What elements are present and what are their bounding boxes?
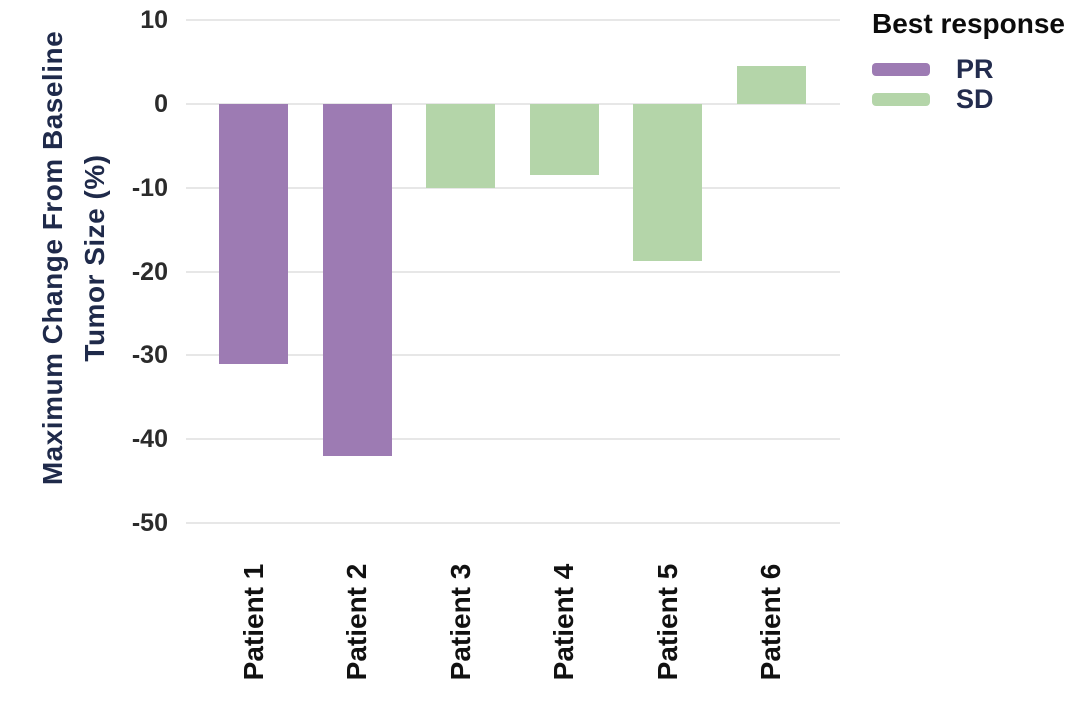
x-axis-label-patient-3: Patient 3: [444, 563, 476, 681]
y-tick-label--40: -40: [131, 425, 168, 454]
x-axis-label-patient-5: Patient 5: [651, 563, 683, 681]
bar-patient-5: [633, 103, 702, 261]
bar-patient-2: [322, 103, 392, 456]
legend: Best response PR SD: [872, 8, 1080, 114]
legend-swatch-pr: [872, 62, 930, 76]
gridline-y-10: [186, 19, 840, 21]
y-tick-label--50: -50: [131, 509, 168, 537]
gridline-y--10: [186, 186, 840, 189]
legend-item-pr: PR: [872, 54, 1080, 84]
gridline-y--50: [186, 522, 840, 524]
y-tick-label--20: -20: [131, 257, 168, 286]
x-axis-label-patient-6: Patient 6: [755, 563, 786, 681]
legend-title: Best response: [872, 8, 1065, 39]
y-tick-label-10: 10: [140, 6, 168, 34]
plot-area: [186, 19, 840, 524]
legend-item-sd: SD: [872, 84, 1080, 114]
bar-patient-3: [426, 103, 495, 188]
bar-patient-6: [736, 66, 806, 104]
x-axis-label-patient-1: Patient 1: [237, 563, 269, 681]
gridline-y--40: [186, 438, 840, 441]
x-axis-label-patient-4: Patient 4: [548, 563, 579, 681]
legend-swatch-sd: [872, 92, 930, 106]
gridline-y--30: [186, 354, 840, 357]
y-tick-label--10: -10: [131, 173, 168, 202]
gridline-y--20: [186, 270, 840, 273]
bar-patient-1: [219, 103, 288, 364]
legend-label-pr: PR: [956, 54, 994, 84]
y-tick-label-0: 0: [154, 89, 168, 118]
x-axis-label-patient-2: Patient 2: [341, 563, 372, 681]
legend-label-sd: SD: [956, 84, 994, 114]
bar-patient-4: [529, 103, 599, 176]
y-axis-title-line-1: Maximum Change From Baseline: [37, 30, 68, 486]
y-tick-label--30: -30: [131, 341, 168, 370]
gridline-y-0: [186, 102, 840, 105]
